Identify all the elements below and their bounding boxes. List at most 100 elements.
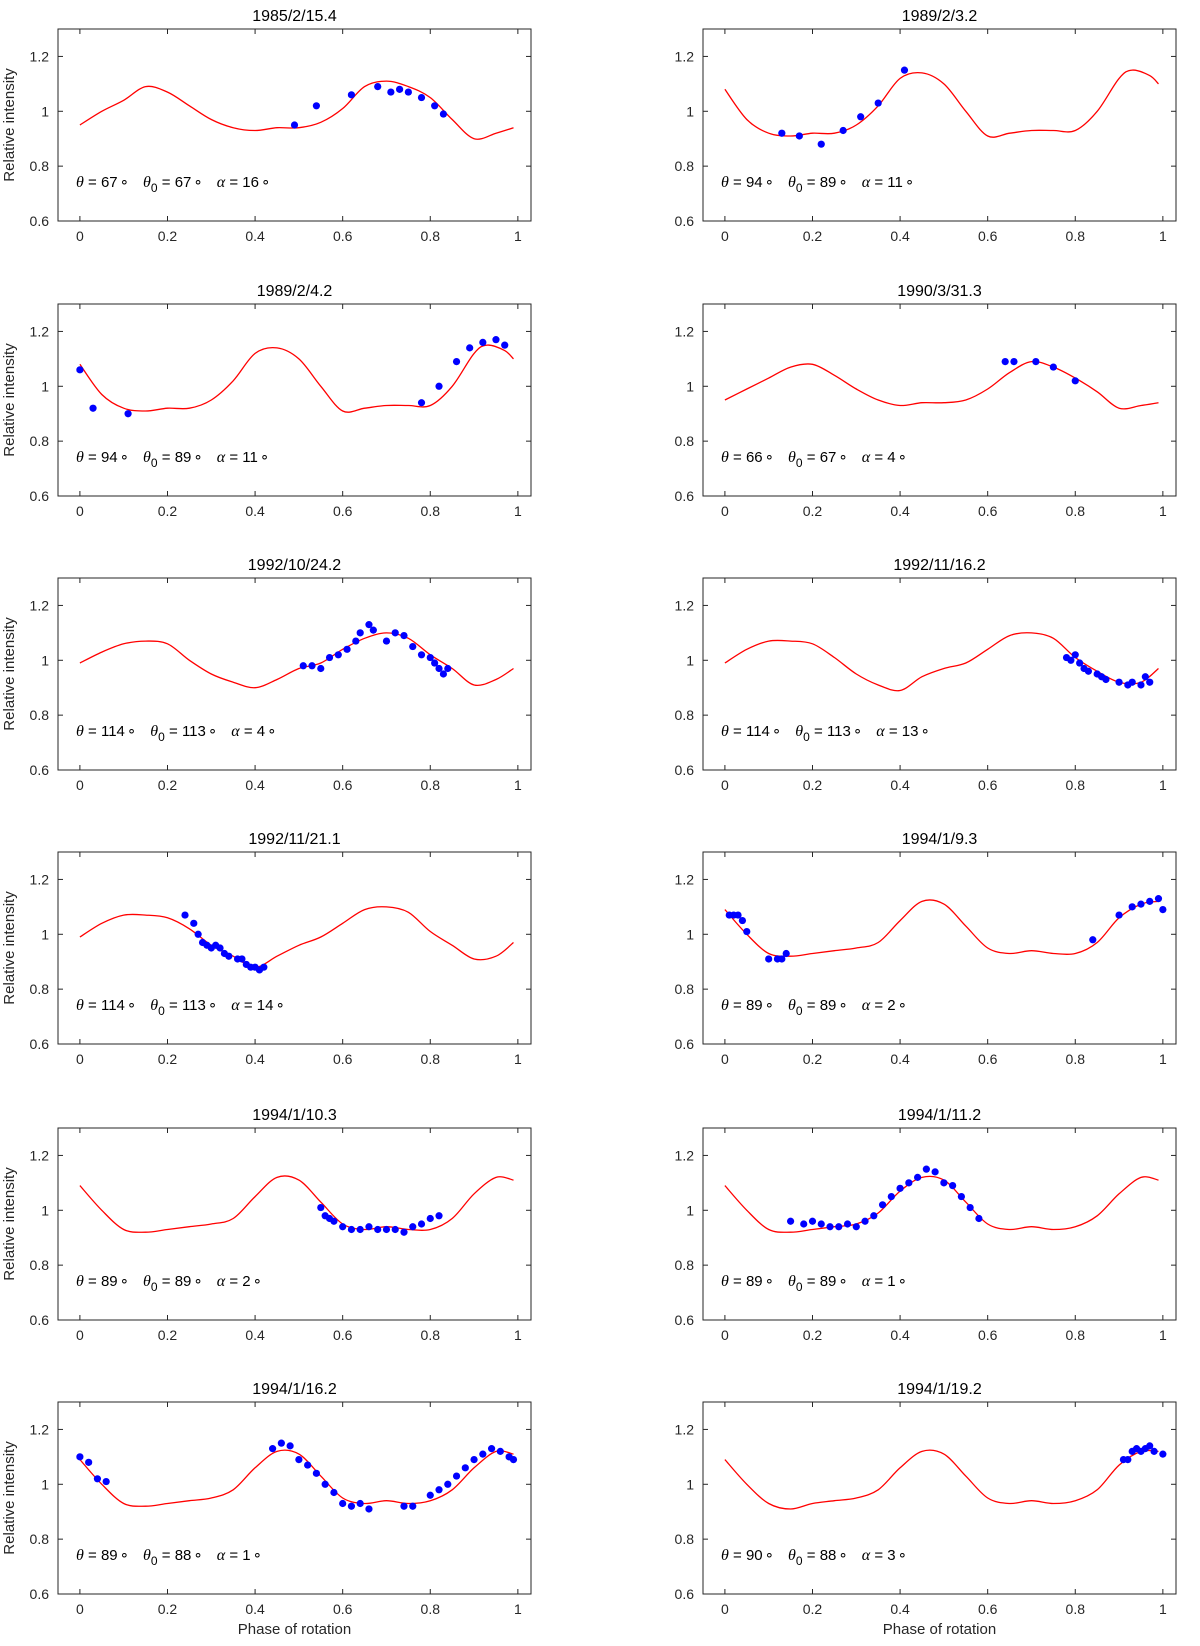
y-axis-label: Relative intensity	[1, 617, 18, 731]
observed-point	[870, 1212, 878, 1220]
observed-point	[216, 944, 224, 952]
x-axis-label: Phase of rotation	[238, 1621, 351, 1638]
y-tick-label: 0.8	[675, 1531, 695, 1547]
observed-point	[347, 91, 356, 99]
observed-point	[765, 955, 773, 963]
theta-symbol: θ	[721, 449, 729, 466]
degree-sign: ∘	[920, 723, 929, 740]
y-tick-label: 1.2	[30, 1147, 50, 1163]
x-tick-label: 0.6	[978, 503, 998, 519]
degree-sign: ∘	[765, 997, 774, 1014]
observed-point	[1150, 1447, 1158, 1455]
theta0-value: 113	[182, 723, 206, 740]
angle-annotation: θ = 114 ∘ θ0 = 113 ∘ α = 13 ∘	[721, 723, 930, 744]
subplot-title: 1994/1/9.3	[902, 831, 978, 848]
y-tick-label: 1.2	[675, 323, 695, 339]
degree-sign: ∘	[898, 1547, 907, 1564]
x-tick-label: 1	[1159, 1051, 1167, 1067]
observed-point	[1089, 936, 1097, 944]
model-curve	[79, 80, 514, 140]
observed-point	[382, 637, 391, 645]
x-tick-label: 0.8	[1066, 1327, 1086, 1343]
observed-point	[181, 911, 189, 919]
y-tick-label: 0.6	[675, 488, 695, 504]
x-tick-label: 0.6	[333, 1051, 353, 1067]
alpha-symbol: α	[876, 723, 885, 740]
alpha-value: 4	[257, 723, 265, 740]
theta-value: 66	[746, 449, 763, 466]
y-tick-label: 1	[686, 1476, 694, 1492]
observed-point	[509, 1456, 518, 1464]
y-tick-label: 1	[686, 652, 694, 668]
observed-point	[190, 919, 198, 927]
alpha-symbol: α	[862, 1547, 871, 1564]
observed-point	[308, 662, 316, 670]
observed-point	[409, 1502, 417, 1510]
observed-point	[1071, 377, 1079, 385]
subplot-5: 1992/10/24.2 0 0.2 0.4 0.6 0.8 1 0.6 0.8 1 1.2 Rela…	[1, 557, 532, 793]
theta0-symbol: θ	[788, 449, 796, 466]
x-tick-label: 0.6	[333, 1327, 353, 1343]
observed-point	[417, 399, 426, 407]
alpha-symbol: α	[862, 1273, 871, 1290]
x-tick-label: 0	[721, 228, 729, 244]
x-tick-label: 0.4	[890, 228, 910, 244]
theta0-value: 88	[175, 1547, 192, 1564]
plot-frame	[57, 1127, 532, 1321]
theta0-symbol: θ	[150, 997, 158, 1014]
x-tick-label: 0	[721, 777, 729, 793]
y-axis-label: Relative intensity	[1, 68, 18, 182]
degree-sign: ∘	[765, 449, 774, 466]
alpha-value: 11	[242, 449, 258, 466]
theta-symbol: θ	[76, 1273, 84, 1290]
equals-sign: =	[870, 174, 887, 191]
x-tick-label: 0.4	[245, 777, 265, 793]
equals-sign: =	[729, 997, 746, 1014]
alpha-symbol: α	[217, 1273, 226, 1290]
observed-point	[435, 1486, 443, 1494]
theta-symbol: θ	[76, 723, 84, 740]
theta0-value: 67	[820, 449, 837, 466]
x-tick-label: 1	[514, 1327, 522, 1343]
theta0-value: 89	[820, 1273, 837, 1290]
theta0-value: 89	[820, 997, 837, 1014]
y-tick-label: 1	[41, 652, 49, 668]
y-tick-label: 0.6	[30, 488, 50, 504]
subplot-title: 1992/11/21.1	[248, 831, 340, 848]
x-tick-label: 0.4	[245, 1601, 265, 1617]
subplot-title: 1985/2/15.4	[252, 8, 337, 25]
angle-annotation: θ = 89 ∘ θ0 = 89 ∘ α = 2 ∘	[76, 1273, 262, 1294]
subplot-4: 1990/3/31.3 0 0.2 0.4 0.6 0.8 1 0.6 0.8 1 1.2 θ = 6…	[675, 283, 1177, 519]
theta-symbol: θ	[76, 449, 84, 466]
theta-symbol: θ	[721, 723, 729, 740]
x-tick-label: 0.4	[890, 777, 910, 793]
observed-point	[492, 336, 500, 344]
x-tick-label: 0	[76, 228, 84, 244]
y-tick-label: 0.6	[675, 762, 695, 778]
x-tick-label: 0	[721, 1601, 729, 1617]
plot-frame	[702, 851, 1177, 1045]
observed-point	[1146, 1442, 1154, 1450]
observed-point	[391, 1225, 399, 1234]
equals-sign: =	[240, 997, 257, 1014]
alpha-symbol: α	[231, 723, 240, 740]
observed-point	[312, 102, 320, 110]
subplot-title: 1992/11/16.2	[893, 557, 985, 574]
x-tick-label: 0.2	[158, 777, 178, 793]
observed-point	[89, 404, 97, 412]
observed-point	[435, 664, 443, 673]
y-tick-label: 1	[686, 1202, 694, 1218]
equals-sign: =	[225, 1273, 242, 1290]
equals-sign: =	[885, 723, 902, 740]
degree-sign: ∘	[267, 723, 276, 740]
subplot-6: 1992/11/16.20 0.2 0.4 0.6 0.8 10.60.811.2θ = …	[675, 557, 1177, 793]
equals-sign: =	[870, 997, 887, 1014]
observed-point	[839, 126, 847, 135]
y-tick-label: 1.2	[675, 871, 695, 887]
observed-point	[304, 1461, 312, 1469]
y-axis-label: Relative intensity	[1, 343, 18, 457]
observed-point	[852, 1223, 860, 1231]
equals-sign: =	[225, 449, 242, 466]
plot-frame	[57, 28, 532, 222]
equals-sign: =	[729, 1273, 746, 1290]
